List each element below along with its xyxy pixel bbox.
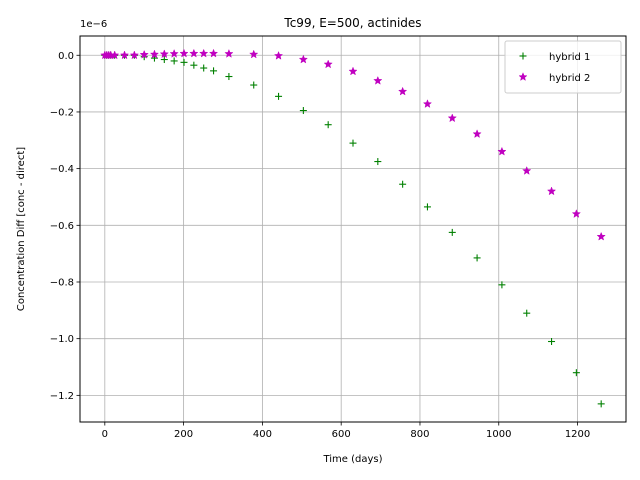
data-point [374, 158, 382, 166]
data-point [199, 48, 209, 58]
y-tick-label: −0.2 [50, 107, 74, 118]
data-point [523, 309, 531, 317]
data-point [208, 48, 219, 58]
legend: hybrid 1 hybrid 2 [504, 40, 622, 94]
data-point [349, 139, 357, 147]
x-axis-label: Time (days) [322, 454, 382, 465]
legend-box [504, 40, 622, 94]
x-tick-label: 1000 [486, 429, 511, 440]
data-point [273, 50, 284, 60]
data-point [473, 254, 481, 262]
x-tick-label: 600 [332, 429, 351, 440]
x-axis: 0 200 400 600 800 1000 1200 [102, 422, 590, 440]
legend-label: hybrid 2 [549, 73, 590, 84]
data-point [200, 64, 208, 72]
data-point [422, 99, 433, 108]
data-point [448, 228, 456, 236]
data-point [149, 49, 160, 59]
data-point [119, 50, 130, 60]
data-point [548, 338, 556, 346]
data-point [497, 146, 507, 156]
data-point [249, 49, 259, 59]
data-point [275, 92, 283, 100]
legend-label: hybrid 1 [549, 52, 590, 63]
data-point [298, 54, 309, 64]
data-point [423, 203, 431, 211]
data-point [546, 186, 557, 196]
y-tick-label: −0.6 [50, 221, 74, 232]
y-axis: 0.0 −0.2 −0.4 −0.6 −0.8 −1.0 −1.2 [50, 51, 80, 402]
data-point [190, 61, 198, 69]
data-point [323, 59, 333, 69]
data-point [170, 57, 178, 65]
data-points [100, 48, 606, 408]
x-tick-label: 0 [102, 429, 108, 440]
data-point [224, 48, 234, 58]
data-point [597, 400, 605, 408]
y-tick-label: −0.4 [50, 164, 74, 175]
data-point [180, 58, 188, 66]
series-2 [100, 48, 606, 241]
legend-marker [519, 52, 527, 60]
x-tick-label: 200 [174, 429, 193, 440]
chart-title: Tc99, E=500, actinides [283, 16, 421, 30]
y-tick-label: 0.0 [58, 51, 74, 62]
data-point [225, 73, 233, 81]
x-tick-label: 400 [253, 429, 272, 440]
data-point [399, 180, 407, 188]
data-point [250, 81, 258, 89]
data-point [179, 48, 189, 58]
data-point [572, 369, 580, 377]
plot-area [79, 35, 627, 423]
y-axis-offset-text: 1e−6 [80, 19, 107, 30]
grid [80, 36, 626, 422]
x-tick-label: 1200 [565, 429, 590, 440]
data-point [210, 67, 218, 75]
y-tick-label: −0.8 [50, 277, 74, 288]
data-point [596, 231, 606, 241]
data-point [299, 107, 307, 115]
data-point [159, 49, 169, 59]
data-point [571, 209, 582, 218]
data-point [397, 86, 408, 96]
legend-marker [518, 72, 528, 81]
data-point [129, 50, 140, 60]
y-tick-label: −1.0 [50, 334, 74, 345]
data-point [189, 48, 199, 58]
data-point [169, 48, 179, 58]
data-point [447, 113, 457, 123]
data-point [160, 56, 168, 64]
data-point [110, 50, 120, 60]
data-point [522, 166, 532, 175]
data-point [498, 281, 506, 289]
data-point [348, 66, 358, 76]
y-tick-label: −1.2 [50, 391, 74, 402]
data-point [373, 75, 383, 85]
data-point [324, 121, 332, 129]
x-tick-label: 800 [410, 429, 429, 440]
data-point [139, 49, 149, 59]
y-axis-label: Concentration Diff [conc - direct] [16, 147, 27, 311]
data-point [472, 129, 482, 139]
